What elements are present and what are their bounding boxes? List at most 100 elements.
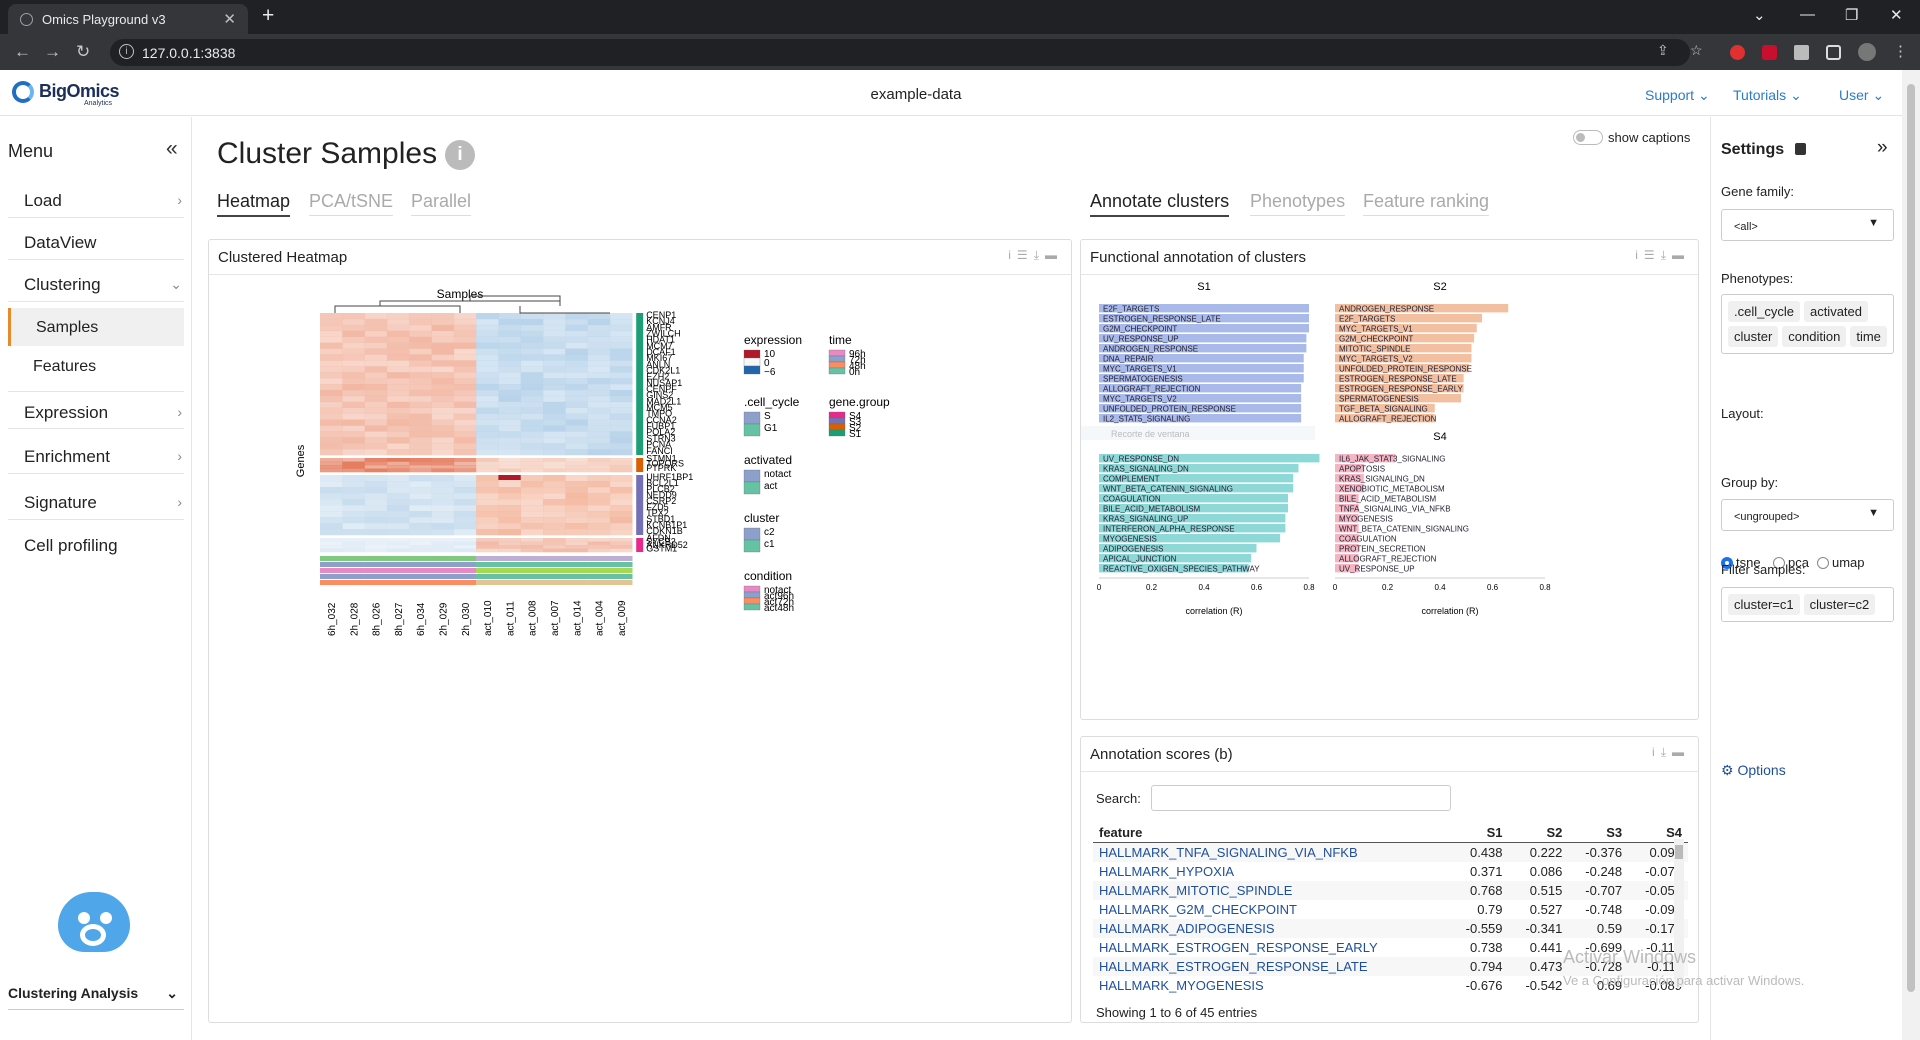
layout-radio-pca[interactable]: pca (1773, 555, 1809, 570)
info-icon[interactable]: i (1652, 745, 1661, 759)
extension-icon[interactable] (1730, 45, 1745, 60)
maximize-icon[interactable]: ▬ (1672, 248, 1690, 262)
new-tab-icon[interactable]: + (262, 4, 275, 27)
download-icon[interactable]: ⤓ (1660, 745, 1672, 759)
heatmap-cell (409, 431, 432, 438)
tutorials-menu[interactable]: Tutorials ⌄ (1733, 87, 1802, 103)
share-icon[interactable]: ⇪ (1657, 42, 1669, 58)
column-header-s1[interactable]: S1 (1448, 823, 1509, 843)
sidebar-item-signature[interactable]: Signature › (8, 482, 184, 520)
sidebar-subitem-samples[interactable]: Samples (8, 308, 184, 346)
close-window-icon[interactable]: ✕ (1890, 7, 1903, 24)
sidebar-item-clustering[interactable]: Clustering ⌄ (8, 264, 184, 302)
legend-label: notact (764, 469, 791, 480)
filter-samples-select[interactable]: cluster=c1 cluster=c2 (1721, 587, 1894, 622)
download-icon[interactable]: ⤓ (1033, 248, 1045, 262)
settings-menu-icon[interactable]: ☰ (1016, 248, 1034, 262)
heatmap-cell (476, 449, 499, 456)
extensions-puzzle-icon[interactable] (1794, 45, 1809, 60)
reload-icon[interactable]: ↻ (76, 42, 91, 61)
settings-menu-icon[interactable]: ☰ (1643, 248, 1661, 262)
gene-family-select[interactable]: ▼ <all> (1721, 209, 1894, 241)
table-scrollbar[interactable] (1674, 839, 1684, 987)
collapse-settings-icon[interactable]: » (1877, 137, 1888, 158)
layout-radio-umap[interactable]: umap (1817, 555, 1865, 570)
tab-heatmap[interactable]: Heatmap (217, 191, 291, 217)
table-row[interactable]: HALLMARK_ESTROGEN_RESPONSE_LATE 0.794 0.47… (1093, 956, 1688, 976)
bookmark-star-icon[interactable]: ☆ (1690, 42, 1703, 58)
maximize-icon[interactable]: ▬ (1672, 745, 1690, 759)
tutorial-dropdown[interactable]: ⌄ Clustering Analysis (8, 985, 184, 1010)
sidebar-item-dataview[interactable]: DataView (8, 222, 184, 260)
phenotypes-select[interactable]: .cell_cycle activated cluster condition time (1721, 294, 1894, 354)
lock-icon[interactable] (1795, 143, 1806, 155)
profile-avatar[interactable] (1858, 43, 1876, 61)
bar-label: MITOTIC_SPINDLE (1339, 344, 1410, 353)
tab-parallel[interactable]: Parallel (411, 191, 472, 216)
page-scrollbar[interactable] (1902, 70, 1920, 1040)
column-header-s3[interactable]: S3 (1568, 823, 1629, 843)
info-icon[interactable]: i (1008, 248, 1017, 262)
close-tab-icon[interactable]: ✕ (223, 11, 236, 28)
annotation-bar (1099, 544, 1257, 553)
address-bar[interactable]: i 127.0.0.1:3838 (110, 39, 1690, 66)
forward-icon[interactable]: → (44, 42, 61, 61)
legend-swatch (828, 349, 846, 357)
scrollbar-thumb[interactable] (1907, 84, 1915, 992)
maximize-icon[interactable]: ▬ (1045, 248, 1063, 262)
table-row[interactable]: HALLMARK_ADIPOGENESIS -0.559 -0.341 0.59 -0.… (1093, 918, 1688, 938)
phenotype-chip[interactable]: activated (1803, 301, 1869, 322)
tab-search-icon[interactable]: ⌄ (1753, 7, 1766, 24)
site-info-icon[interactable]: i (119, 44, 134, 59)
back-icon[interactable]: ← (14, 42, 31, 61)
tab-pca-tsne[interactable]: PCA/tSNE (309, 191, 394, 216)
filter-chip[interactable]: cluster=c1 (1728, 594, 1800, 615)
heatmap-cell (364, 378, 388, 385)
heatmap-cell (543, 493, 566, 500)
sidebar-item-enrichment[interactable]: Enrichment › (8, 436, 184, 474)
side-panel-icon[interactable] (1826, 45, 1841, 60)
info-icon[interactable]: i (1635, 248, 1644, 262)
annotation-bar (1335, 354, 1472, 363)
table-row[interactable]: HALLMARK_MYOGENESIS -0.676 -0.542 0.69 -0.08… (1093, 976, 1688, 995)
tab-phenotypes[interactable]: Phenotypes (1250, 191, 1346, 216)
sidebar-item-cell-profiling[interactable]: Cell profiling (24, 536, 118, 555)
info-icon[interactable]: i (445, 140, 475, 170)
sidebar-subitem-features[interactable]: Features (33, 358, 97, 375)
options-link[interactable]: ⚙ Options (1721, 762, 1786, 778)
table-row[interactable]: HALLMARK_MITOTIC_SPINDLE 0.768 0.515 -0.707… (1093, 880, 1688, 900)
filter-chip[interactable]: cluster=c2 (1803, 594, 1876, 615)
column-header-s2[interactable]: S2 (1508, 823, 1569, 843)
table-row[interactable]: HALLMARK_TNFA_SIGNALING_VIA_NFKB 0.438 0.2… (1093, 842, 1688, 862)
column-header-s4[interactable]: S4 (1628, 823, 1688, 843)
collapse-sidebar-icon[interactable]: « (166, 137, 178, 160)
layout-radio-tsne[interactable]: tsne (1721, 555, 1761, 570)
phenotype-chip[interactable]: .cell_cycle (1728, 301, 1800, 322)
phenotype-chip[interactable]: condition (1782, 326, 1847, 347)
phenotype-chip[interactable]: time (1850, 326, 1887, 347)
column-header-feature[interactable]: feature (1093, 823, 1449, 843)
show-captions-toggle[interactable] (1573, 130, 1603, 145)
group-by-select[interactable]: ▼ <ungrouped> (1721, 499, 1894, 531)
minimize-icon[interactable]: — (1800, 6, 1815, 23)
download-icon[interactable]: ⤓ (1660, 248, 1672, 262)
browser-tab[interactable]: Omics Playground v3 ✕ (8, 4, 248, 34)
tab-feature-ranking[interactable]: Feature ranking (1363, 191, 1490, 216)
tab-annotate-clusters[interactable]: Annotate clusters (1090, 191, 1230, 217)
phenotype-chip[interactable]: cluster (1728, 326, 1779, 347)
annotation-bar (1335, 544, 1359, 553)
user-menu[interactable]: User ⌄ (1839, 87, 1885, 103)
extension-icon[interactable] (1762, 45, 1777, 60)
sidebar-item-load[interactable]: Load › (8, 180, 184, 218)
restore-icon[interactable]: ❐ (1845, 7, 1859, 24)
heatmap-cell (609, 548, 633, 553)
heatmap-cell (609, 538, 633, 542)
table-search-input[interactable] (1151, 785, 1451, 811)
browser-menu-icon[interactable]: ⋮ (1893, 43, 1908, 60)
table-row[interactable]: HALLMARK_G2M_CHECKPOINT 0.79 0.527 -0.748 -0… (1093, 900, 1688, 919)
table-row[interactable]: HALLMARK_HYPOXIA 0.371 0.086 -0.248 -0.077 (1093, 862, 1688, 881)
sidebar-item-expression[interactable]: Expression › (8, 391, 184, 429)
table-row[interactable]: HALLMARK_ESTROGEN_RESPONSE_EARLY 0.738 0.4… (1093, 938, 1688, 957)
support-menu[interactable]: Support ⌄ (1645, 87, 1710, 103)
